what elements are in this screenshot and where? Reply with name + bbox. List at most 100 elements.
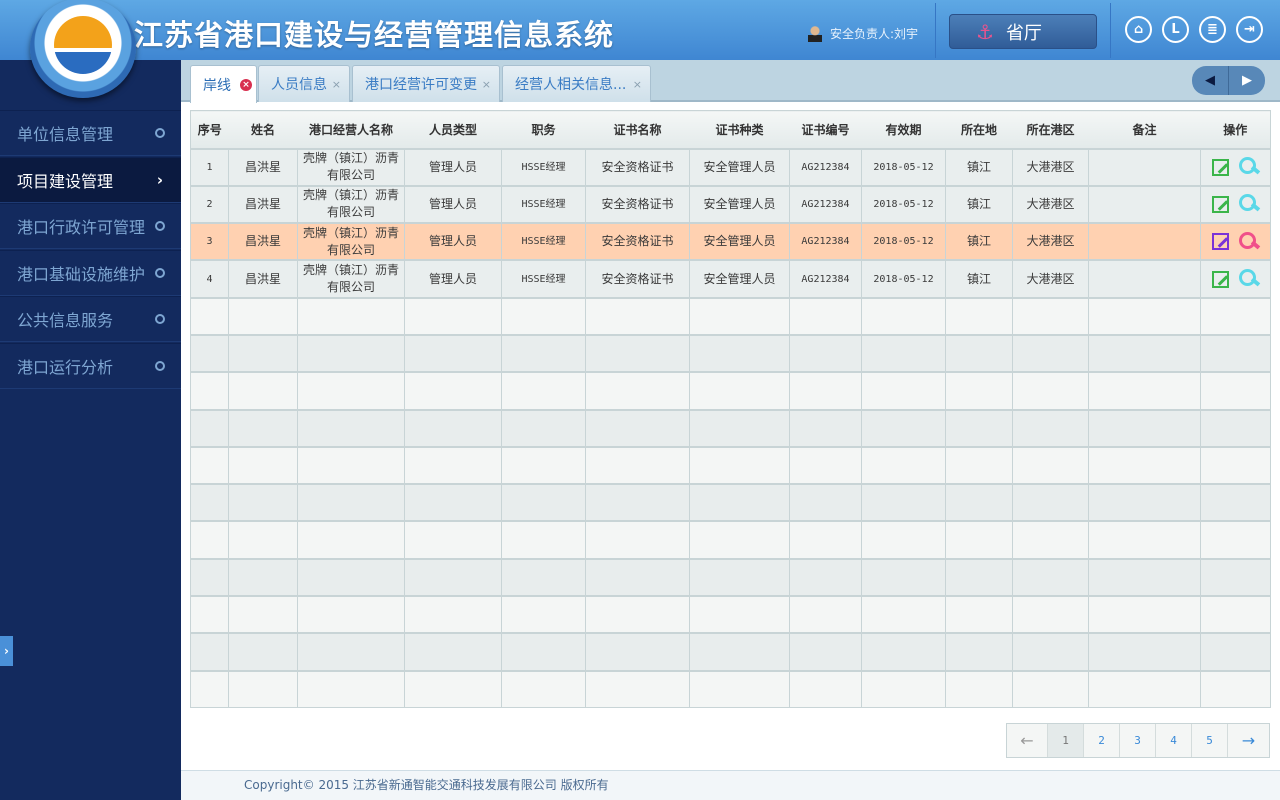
table-cell: 管理人员 [404, 222, 502, 261]
table-row[interactable]: 4 昌洪星 壳牌（镇江）沥青有限公司 管理人员 HSSE经理 安全资格证书 安全管理人员 AG… [190, 259, 1271, 299]
table-cell [789, 520, 862, 560]
column-header: 证书名称 [585, 110, 690, 149]
tab-license-change[interactable]: 港口经营许可变更 × [352, 65, 500, 102]
province-button[interactable]: ⚓ 省厅 [949, 14, 1097, 49]
table-cell [1088, 259, 1201, 299]
edit-icon[interactable] [1212, 158, 1229, 176]
table-cell [789, 333, 862, 373]
table-cell [297, 333, 405, 373]
scroll-right-icon[interactable]: ▶ [1242, 73, 1252, 88]
sidebar-item[interactable]: 项目建设管理 › [0, 156, 181, 203]
logout-icon[interactable]: ⇥ [1236, 16, 1263, 43]
edit-icon[interactable] [1212, 195, 1229, 213]
table-cell [190, 408, 229, 448]
close-icon[interactable]: × [331, 77, 341, 91]
table-cell [1012, 408, 1089, 448]
table-cell [297, 595, 405, 634]
search-icon[interactable] [1239, 194, 1259, 214]
table-row[interactable] [190, 333, 1271, 373]
next-page-arrow-icon[interactable]: → [1228, 724, 1269, 757]
tab-operator-info[interactable]: 经营人相关信息... × [502, 65, 651, 102]
table-cell [585, 483, 690, 522]
table-cell [861, 296, 946, 336]
table-cell [228, 408, 298, 448]
table-cell [689, 520, 790, 560]
chevron-right-icon: › [156, 170, 163, 189]
table-cell [689, 333, 790, 373]
close-icon[interactable]: × [240, 78, 252, 91]
table-cell: 壳牌（镇江）沥青有限公司 [297, 259, 405, 299]
table-cell [404, 408, 502, 448]
sidebar-item[interactable]: 港口行政许可管理 [0, 203, 181, 249]
table-cell: 壳牌（镇江）沥青有限公司 [297, 147, 405, 187]
table-cell [404, 669, 502, 709]
table-row[interactable]: 3 昌洪星 壳牌（镇江）沥青有限公司 管理人员 HSSE经理 安全资格证书 安全管理人员 AG… [190, 222, 1271, 261]
page-button[interactable]: 3 [1120, 724, 1156, 757]
table-cell [190, 445, 229, 485]
page-button[interactable]: 4 [1156, 724, 1192, 757]
search-icon[interactable] [1239, 231, 1259, 252]
table-cell [1088, 445, 1201, 485]
table-cell [228, 371, 298, 411]
table-cell: 镇江 [945, 147, 1013, 187]
close-icon[interactable]: × [481, 77, 491, 91]
notepad-icon[interactable]: ≣ [1199, 16, 1226, 43]
table-row[interactable]: 2 昌洪星 壳牌（镇江）沥青有限公司 管理人员 HSSE经理 安全资格证书 安全管理人员 AG… [190, 184, 1271, 224]
table-cell [945, 669, 1013, 709]
edit-icon[interactable] [1212, 233, 1229, 251]
table-cell [585, 557, 690, 597]
table-cell: HSSE经理 [501, 147, 586, 187]
tab-personnel[interactable]: 人员信息 × [258, 65, 350, 102]
tab-shoreline[interactable]: 岸线 × [190, 65, 257, 103]
table-row[interactable] [190, 520, 1271, 560]
edit-icon[interactable] [1212, 270, 1229, 288]
sidebar-item[interactable]: 港口基础设施维护 [0, 249, 181, 296]
table-cell: 安全资格证书 [585, 259, 690, 299]
circle-icon [155, 314, 165, 324]
table-row[interactable] [190, 445, 1271, 485]
table-row[interactable] [190, 371, 1271, 411]
sidebar-item[interactable]: 单位信息管理 [0, 110, 181, 156]
table-cell [861, 520, 946, 560]
page-button[interactable]: 5 [1192, 724, 1228, 757]
table-row[interactable] [190, 408, 1271, 448]
page-button[interactable]: 2 [1084, 724, 1120, 757]
table-cell [585, 371, 690, 411]
prev-page-arrow-icon[interactable]: ← [1007, 724, 1048, 757]
table-cell [1012, 557, 1089, 597]
table-cell [501, 669, 586, 709]
clock-icon[interactable]: L [1162, 16, 1189, 43]
table-cell [861, 595, 946, 634]
table-row[interactable] [190, 557, 1271, 597]
tab-label: 人员信息 [271, 77, 327, 93]
table-row[interactable] [190, 669, 1271, 709]
tab-bar: 岸线 × 人员信息 × 港口经营许可变更 × 经营人相关信息... × ◀ ▶ [181, 60, 1280, 103]
table-row[interactable]: 1 昌洪星 壳牌（镇江）沥青有限公司 管理人员 HSSE经理 安全资格证书 安全管理人员 AG… [190, 147, 1271, 187]
table-row[interactable] [190, 296, 1271, 336]
user-info: 安全负责人:刘宇 [808, 25, 918, 42]
table-cell [501, 333, 586, 373]
table-cell [501, 632, 586, 672]
table-row[interactable] [190, 483, 1271, 522]
table-cell [228, 669, 298, 709]
table-cell: 管理人员 [404, 184, 502, 224]
table-cell: 大港港区 [1012, 147, 1089, 187]
table-cell [689, 595, 790, 634]
table-cell [1088, 595, 1201, 634]
close-icon[interactable]: × [632, 77, 642, 91]
scroll-left-icon[interactable]: ◀ [1192, 66, 1229, 95]
table-row[interactable] [190, 595, 1271, 634]
actions-cell [1200, 184, 1271, 224]
pagination: ← 1 2 3 4 5 → [1006, 723, 1270, 758]
search-icon[interactable] [1239, 269, 1259, 289]
table-cell [297, 483, 405, 522]
table-row[interactable] [190, 632, 1271, 672]
sidebar-item[interactable]: 公共信息服务 [0, 296, 181, 342]
table-cell [1012, 333, 1089, 373]
sidebar-item[interactable]: 港口运行分析 [0, 342, 181, 389]
search-icon[interactable] [1239, 157, 1259, 177]
home-icon[interactable]: ⌂ [1125, 16, 1152, 43]
sidebar-expand-chevron-icon[interactable]: › [0, 636, 13, 666]
table-cell: AG212384 [789, 222, 862, 261]
page-button[interactable]: 1 [1048, 724, 1084, 757]
